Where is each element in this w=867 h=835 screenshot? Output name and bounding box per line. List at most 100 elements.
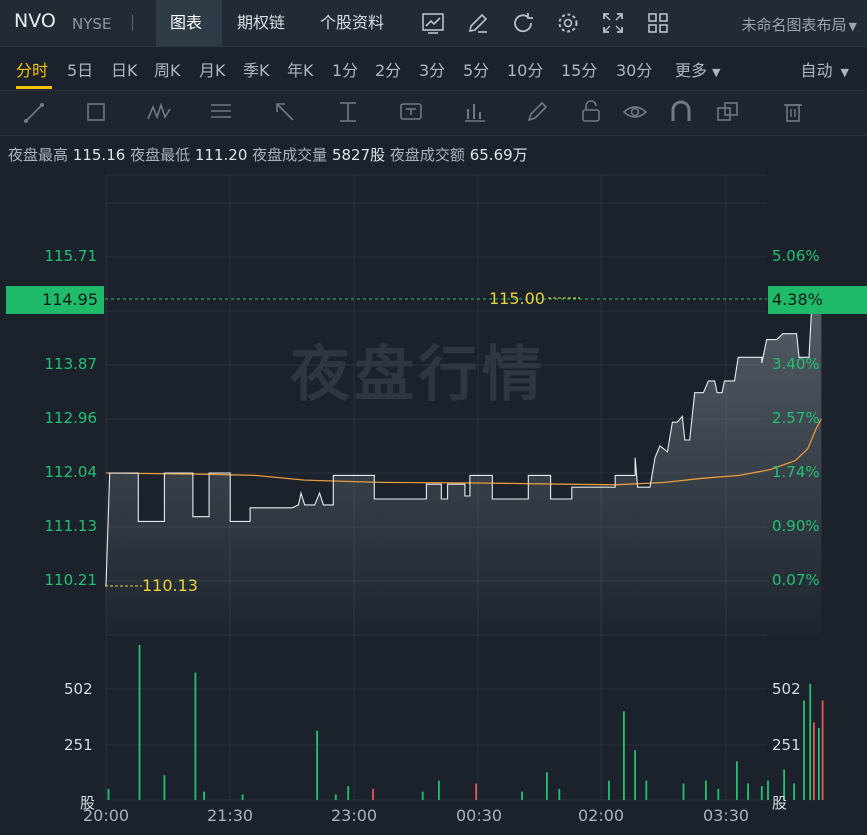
arrow-tool-icon[interactable]	[272, 99, 298, 125]
gear-icon[interactable]	[556, 11, 580, 35]
volume-bar	[818, 728, 820, 800]
layout-label: 未命名图表布局	[741, 16, 847, 34]
pct-tick: 3.40%	[772, 355, 820, 373]
brush-icon[interactable]	[524, 99, 550, 125]
layers-icon[interactable]	[715, 99, 741, 125]
period-2min[interactable]: 2分	[375, 61, 402, 80]
period-3min[interactable]: 3分	[419, 61, 446, 80]
period-bar	[0, 47, 867, 89]
indicator-tool-icon[interactable]	[462, 99, 488, 125]
volume-bar	[421, 791, 424, 800]
volume-bar	[194, 672, 197, 800]
time-tick: 00:30	[456, 806, 503, 825]
volume-bar	[645, 780, 648, 800]
eye-icon[interactable]	[622, 99, 648, 125]
volume-bar	[334, 794, 337, 800]
rectangle-tool-icon[interactable]	[84, 99, 110, 125]
magnet-icon[interactable]	[668, 99, 694, 125]
fullscreen-icon[interactable]	[601, 11, 625, 35]
high-annotation: 115.00	[489, 289, 545, 308]
more-label: 更多	[675, 61, 708, 80]
volume-value: 5827股	[331, 146, 386, 164]
volume-bar	[809, 683, 812, 801]
text-annotation-icon[interactable]	[398, 99, 424, 125]
volume-bar	[203, 791, 205, 800]
volume-unit: 股	[772, 794, 788, 812]
volume-bar	[634, 750, 636, 800]
current-price-badge: 114.95	[6, 286, 104, 314]
grid-layout-icon[interactable]	[646, 11, 670, 35]
fibonacci-tool-icon[interactable]	[208, 99, 234, 125]
volume-bar	[793, 783, 795, 800]
volume-bar	[783, 769, 785, 800]
volume-bar	[747, 783, 749, 800]
pct-tick: 5.06%	[772, 247, 820, 265]
volume-bar	[521, 791, 523, 800]
drawing-toolbar	[0, 90, 867, 136]
lock-icon[interactable]	[578, 99, 604, 125]
period-yearly[interactable]: 年K	[287, 61, 314, 80]
current-pct-value: 4.38%	[772, 290, 823, 309]
chart-add-icon[interactable]	[421, 11, 445, 35]
volume-bar	[760, 786, 763, 800]
current-price-value: 114.95	[42, 290, 98, 309]
period-5day[interactable]: 5日	[67, 61, 94, 80]
period-intraday[interactable]: 分时	[16, 61, 49, 80]
tab-stock-profile[interactable]: 个股资料	[306, 0, 408, 46]
pencil-icon[interactable]	[466, 11, 490, 35]
price-tick: 112.96	[44, 409, 98, 427]
amount-value: 65.69万	[469, 146, 528, 164]
average-price-line	[105, 418, 822, 486]
trend-line-icon[interactable]	[22, 99, 48, 125]
ticker-symbol[interactable]: NVO	[14, 10, 56, 32]
price-area-fill	[106, 298, 822, 635]
volume-bar	[438, 780, 440, 800]
tab-options-chain[interactable]: 期权链	[223, 0, 305, 46]
time-tick: 23:00	[331, 806, 378, 825]
refresh-icon[interactable]	[511, 11, 535, 35]
volume-bar	[705, 780, 707, 800]
price-tick: 115.71	[44, 247, 98, 265]
period-weekly[interactable]: 周K	[154, 61, 181, 80]
period-15min[interactable]: 15分	[561, 61, 598, 80]
period-more[interactable]: 更多 ▼	[675, 57, 720, 81]
period-quarterly[interactable]: 季K	[243, 61, 270, 80]
top-bar: NVO NYSE 图表 期权链 个股资料 未命名图表布局 ▼	[0, 0, 867, 47]
low-value: 111.20	[194, 146, 248, 164]
volume-bar	[546, 772, 548, 800]
period-5min[interactable]: 5分	[463, 61, 490, 80]
auto-scale-selector[interactable]: 自动 ▼	[801, 57, 849, 81]
volume-tick: 502	[64, 680, 93, 698]
period-1min[interactable]: 1分	[332, 61, 359, 80]
layout-selector[interactable]: 未命名图表布局 ▼	[742, 14, 857, 35]
period-30min[interactable]: 30分	[616, 61, 653, 80]
measure-tool-icon[interactable]	[335, 99, 361, 125]
price-tick: 111.13	[44, 517, 98, 535]
watermark: 夜盘行情	[290, 340, 546, 410]
caret-down-icon: ▼	[848, 20, 857, 33]
pct-tick: 2.57%	[772, 409, 820, 427]
volume-bar	[475, 783, 477, 800]
volume-bars	[107, 645, 824, 801]
volume-bar	[241, 794, 244, 800]
amount-label: 夜盘成交额	[389, 146, 465, 164]
pct-tick: 1.74%	[772, 463, 820, 481]
volume-bar	[163, 775, 166, 800]
price-tick: 110.21	[44, 571, 98, 589]
pct-tick: 0.90%	[772, 517, 820, 535]
trash-icon[interactable]	[780, 99, 806, 125]
price-line	[105, 296, 822, 586]
period-monthly[interactable]: 月K	[199, 61, 226, 80]
time-tick: 02:00	[578, 806, 625, 825]
period-10min[interactable]: 10分	[507, 61, 544, 80]
volume-bar	[138, 645, 141, 800]
pattern-tool-icon[interactable]	[146, 99, 172, 125]
volume-bar	[682, 783, 685, 800]
price-tick: 113.87	[44, 355, 98, 373]
period-daily[interactable]: 日K	[111, 61, 138, 80]
volume-bar	[316, 730, 318, 800]
volume-bar	[347, 786, 350, 800]
high-value: 115.16	[72, 146, 126, 164]
tab-chart[interactable]: 图表	[156, 0, 222, 46]
